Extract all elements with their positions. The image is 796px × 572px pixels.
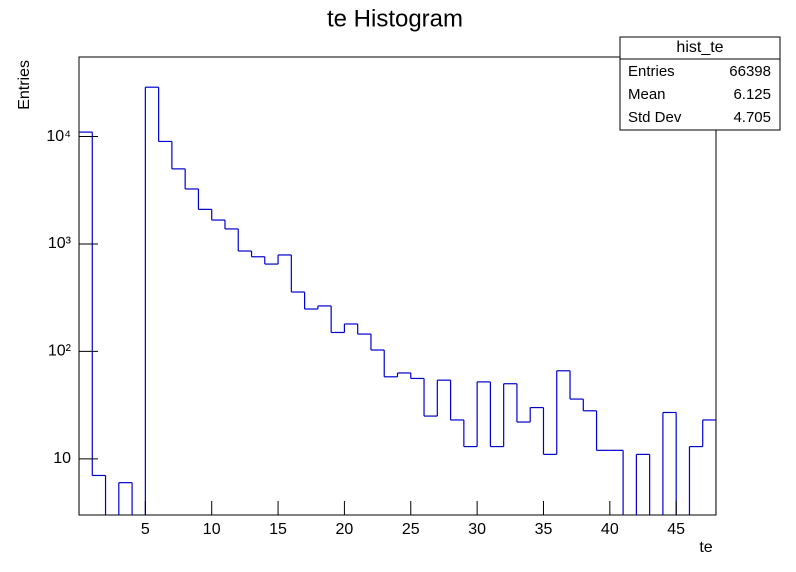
x-tick-label: 5: [141, 521, 150, 538]
x-tick-label: 35: [535, 521, 553, 538]
stats-box: hist_te Entries 66398 Mean 6.125 Std Dev 4.70…: [619, 36, 781, 131]
x-tick-label: 15: [269, 521, 287, 538]
stats-title: hist_te: [676, 39, 723, 56]
y-tick-label: 10: [53, 450, 71, 467]
x-tick-label: 25: [402, 521, 420, 538]
stats-key: Std Dev: [628, 109, 682, 126]
y-tick-label: 10³: [48, 235, 72, 252]
y-tick-label: 10⁴: [46, 128, 71, 145]
stats-value: 6.125: [733, 86, 771, 103]
x-tick-label: 45: [667, 521, 685, 538]
stats-key: Entries: [628, 63, 675, 80]
chart-title: te Histogram: [327, 5, 463, 32]
stats-frame: [619, 36, 781, 131]
stats-value: 66398: [729, 63, 771, 80]
x-tick-label: 10: [203, 521, 221, 538]
x-tick-label: 20: [336, 521, 354, 538]
histogram: [79, 86, 716, 515]
stats-value: 4.705: [733, 109, 771, 126]
y-tick-label: 10²: [48, 343, 72, 360]
stats-key: Mean: [628, 86, 666, 103]
x-tick-label: 40: [601, 521, 619, 538]
x-tick-label: 30: [468, 521, 486, 538]
y-axis-label: Entries: [16, 60, 33, 110]
x-axis-label: te: [699, 539, 712, 556]
